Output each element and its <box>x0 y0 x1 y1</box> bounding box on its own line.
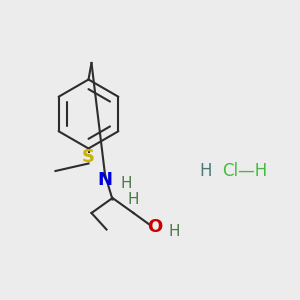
Text: H: H <box>120 176 132 190</box>
Text: S: S <box>82 148 95 166</box>
Text: H: H <box>168 224 180 238</box>
Text: N: N <box>98 171 112 189</box>
Text: O: O <box>147 218 162 236</box>
Text: Cl—H: Cl—H <box>222 162 267 180</box>
Text: H: H <box>128 192 139 207</box>
Text: H: H <box>199 162 212 180</box>
